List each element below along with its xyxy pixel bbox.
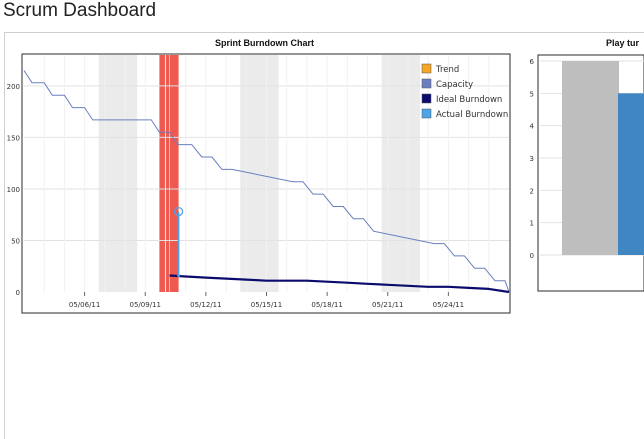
y-tick-label: 100 <box>7 186 20 194</box>
x-tick-label: 05/21/11 <box>372 301 403 309</box>
capacity-line <box>23 70 510 293</box>
y-tick-label: 0 <box>530 252 534 260</box>
play-chart-title: Play tur <box>606 38 640 48</box>
x-tick-label: 05/12/11 <box>190 301 221 309</box>
legend-swatch <box>421 63 432 74</box>
x-tick-label: 05/24/11 <box>433 301 464 309</box>
y-tick-label: 0 <box>16 289 20 297</box>
ideal-burndown-line <box>169 274 510 294</box>
play-bar <box>562 61 619 255</box>
dashboard-panel <box>4 32 644 439</box>
x-tick-label: 05/18/11 <box>311 301 342 309</box>
y-tick-label: 4 <box>530 123 535 131</box>
burndown-legend: Trend Capacity Ideal Burndown Actual Burndo… <box>421 63 508 120</box>
y-tick-label: 1 <box>530 220 534 228</box>
y-tick-label: 6 <box>530 58 535 66</box>
actual-burndown-point <box>177 274 181 278</box>
play-bar <box>618 93 644 255</box>
legend-label: Trend <box>435 65 459 75</box>
legend-label: Actual Burndown <box>436 110 508 120</box>
legend-label: Ideal Burndown <box>436 95 502 105</box>
x-tick-label: 05/06/11 <box>69 301 100 309</box>
legend-swatch <box>421 78 432 89</box>
x-tick-label: 05/09/11 <box>130 301 161 309</box>
legend-swatch <box>421 108 432 119</box>
y-tick-label: 3 <box>530 155 534 163</box>
legend-label: Capacity <box>436 80 473 90</box>
y-tick-label: 150 <box>7 134 20 142</box>
burndown-chart-title: Sprint Burndown Chart <box>215 38 314 48</box>
y-tick-label: 200 <box>7 83 20 91</box>
y-tick-label: 50 <box>11 237 20 245</box>
x-tick-label: 05/15/11 <box>251 301 282 309</box>
page-title: Scrum Dashboard <box>3 0 157 21</box>
y-tick-label: 2 <box>530 187 534 195</box>
today-band <box>159 55 179 292</box>
legend-swatch <box>421 93 432 104</box>
actual-burndown-point <box>173 206 184 217</box>
y-tick-label: 5 <box>530 90 534 98</box>
